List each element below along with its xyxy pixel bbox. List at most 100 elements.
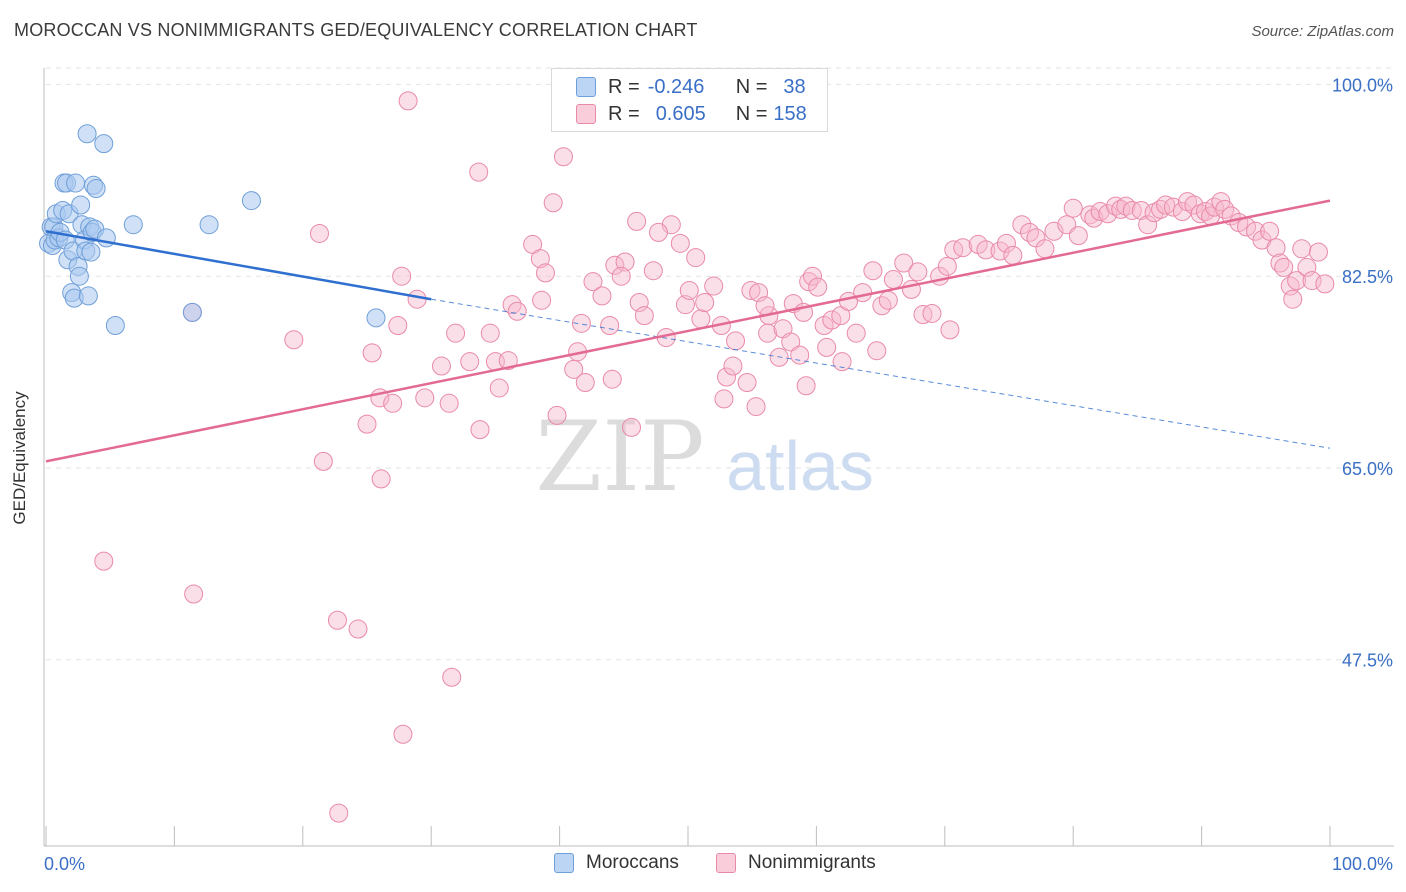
x-tick-label: 0.0% xyxy=(44,854,85,874)
moroccans-point xyxy=(241,191,261,211)
nonimmigrants-point xyxy=(746,397,766,417)
nonimmigrants-point xyxy=(863,261,883,281)
nonimmigrants-point xyxy=(717,367,737,387)
nonimmigrants-point xyxy=(726,331,746,351)
nonimmigrants-point xyxy=(1057,215,1077,235)
nonimmigrants-point xyxy=(1003,245,1023,265)
nonimmigrants-point xyxy=(1292,239,1312,259)
nonimmigrants-point xyxy=(704,276,724,296)
nonimmigrants-point xyxy=(1163,197,1183,217)
moroccans-point xyxy=(81,242,101,262)
nonimmigrants-point xyxy=(790,345,810,365)
nonimmigrants-point xyxy=(392,266,412,286)
nonimmigrants-point xyxy=(498,351,518,371)
nonimmigrants-point xyxy=(894,253,914,273)
moroccans-points xyxy=(39,124,386,336)
nonimmigrants-point xyxy=(872,296,892,316)
nonimmigrants-point xyxy=(714,389,734,409)
moroccans-point xyxy=(69,266,89,286)
nonimmigrants-point xyxy=(1283,289,1303,309)
nonimmigrants-point xyxy=(695,292,715,312)
nonimmigrants-swatch xyxy=(716,853,736,873)
y-tick-label: 65.0% xyxy=(1342,459,1393,479)
nonimmigrants-trend-line xyxy=(45,199,1331,463)
nonimmigrants-point xyxy=(1090,202,1110,222)
legend-n-value: 158 xyxy=(773,102,807,125)
nonimmigrants-point xyxy=(507,301,527,321)
nonimmigrants-point xyxy=(1315,274,1335,294)
grid-lines xyxy=(46,67,1394,661)
nonimmigrants-point xyxy=(908,262,928,282)
watermark: ZIP atlas xyxy=(535,401,874,513)
nonimmigrants-point xyxy=(583,272,603,292)
nonimmigrants-point xyxy=(781,332,801,352)
nonimmigrants-points xyxy=(94,91,1335,823)
nonimmigrants-point xyxy=(878,290,898,310)
nonimmigrants-point xyxy=(686,248,706,268)
nonimmigrants-point xyxy=(398,91,418,111)
nonimmigrants-point xyxy=(94,551,114,571)
nonimmigrants-point xyxy=(592,286,612,306)
nonimmigrants-point xyxy=(634,306,654,326)
nonimmigrants-point xyxy=(1260,221,1280,241)
axes xyxy=(43,68,1394,847)
nonimmigrants-point xyxy=(1274,257,1294,277)
nonimmigrants-point xyxy=(439,393,459,413)
nonimmigrants-point xyxy=(937,256,957,276)
x-tick-label: 100.0% xyxy=(1332,854,1393,874)
nonimmigrants-point xyxy=(388,316,408,336)
legend-row-nonimmigrants: R = 0.605 N = 158 xyxy=(576,102,807,126)
nonimmigrants-point xyxy=(648,222,668,242)
nonimmigrants-point xyxy=(530,249,550,269)
bottom-legend-moroccans: Moroccans xyxy=(554,852,679,874)
nonimmigrants-point xyxy=(1068,226,1088,246)
nonimmigrants-point xyxy=(853,283,873,303)
nonimmigrants-point xyxy=(600,316,620,336)
watermark-atlas: atlas xyxy=(726,427,874,505)
nonimmigrants-point xyxy=(622,417,642,437)
nonimmigrants-point xyxy=(362,343,382,363)
trend-lines xyxy=(45,199,1331,463)
nonimmigrants-point xyxy=(446,323,466,343)
source-label: Source: ZipAtlas.com xyxy=(1251,23,1394,40)
legend-n-value: 38 xyxy=(783,75,806,98)
legend-r-label: R = xyxy=(608,75,640,98)
nonimmigrants-point xyxy=(922,303,942,323)
nonimmigrants-point xyxy=(615,252,635,272)
nonimmigrants-point xyxy=(470,420,490,440)
nonimmigrants-point xyxy=(822,310,842,330)
nonimmigrants-point xyxy=(990,241,1010,261)
moroccans-point xyxy=(105,316,125,336)
correlation-legend: R = -0.246 N = 38 R = 0.605 N = 158 xyxy=(551,68,828,132)
nonimmigrants-point xyxy=(313,451,333,471)
nonimmigrants-point xyxy=(309,223,329,243)
nonimmigrants-point xyxy=(480,323,500,343)
nonimmigrants-point xyxy=(832,352,852,372)
moroccans-trend-extension xyxy=(431,298,1331,449)
nonimmigrants-point xyxy=(1063,198,1083,218)
nonimmigrants-point xyxy=(407,289,427,309)
nonimmigrants-point xyxy=(1020,222,1040,242)
y-tick-label: 47.5% xyxy=(1342,651,1393,671)
moroccans-point xyxy=(199,215,219,235)
y-tick-label: 82.5% xyxy=(1342,267,1393,287)
nonimmigrants-point xyxy=(575,372,595,392)
nonimmigrants-point xyxy=(327,610,347,630)
nonimmigrants-point xyxy=(329,803,349,823)
nonimmigrants-point xyxy=(741,280,761,300)
nonimmigrants-point xyxy=(393,724,413,744)
nonimmigrants-point xyxy=(817,337,837,357)
nonimmigrants-point xyxy=(940,320,960,340)
chart-title: MOROCCAN VS NONIMMIGRANTS GED/EQUIVALENC… xyxy=(14,20,698,40)
nonimmigrants-point xyxy=(675,295,695,315)
moroccans-point xyxy=(86,179,106,199)
nonimmigrants-point xyxy=(547,405,567,425)
nonimmigrants-point xyxy=(803,266,823,286)
nonimmigrants-point xyxy=(543,193,563,213)
nonimmigrants-point xyxy=(755,296,775,316)
nonimmigrants-point xyxy=(1035,239,1055,259)
nonimmigrants-point xyxy=(846,323,866,343)
moroccans-point xyxy=(66,173,86,193)
nonimmigrants-point xyxy=(679,280,699,300)
